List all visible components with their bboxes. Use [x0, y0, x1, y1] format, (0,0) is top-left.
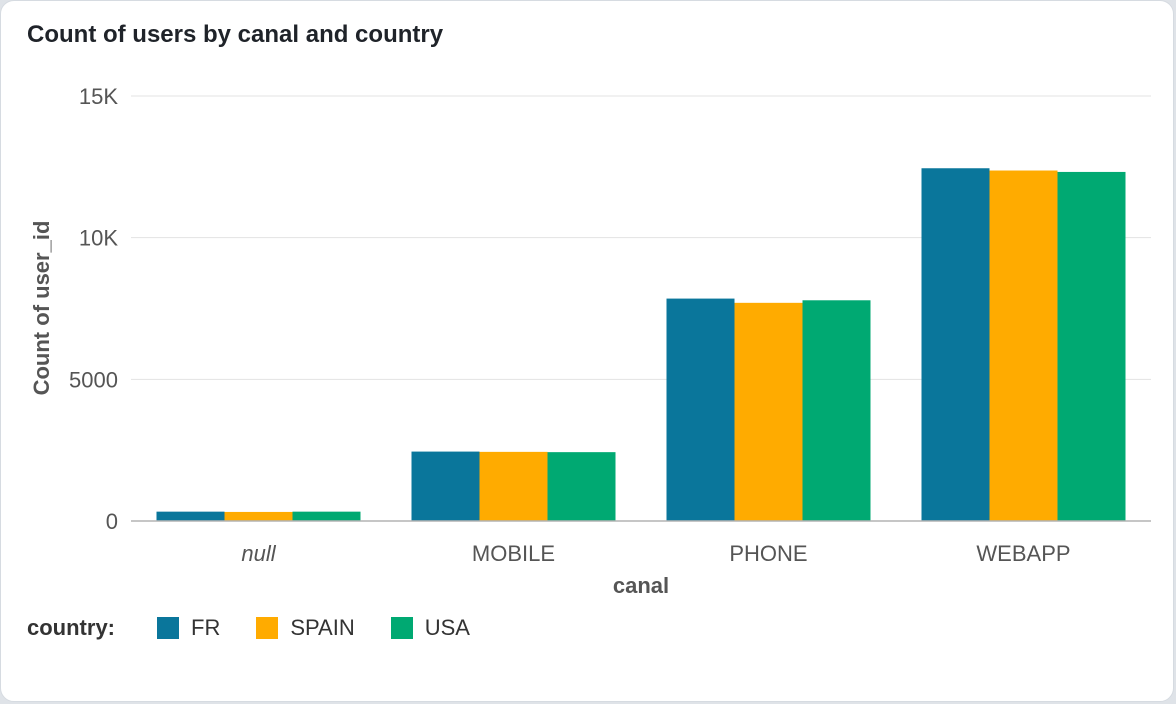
y-axis-title: Count of user_id [29, 221, 54, 396]
bar-fr-webapp[interactable] [921, 168, 990, 521]
x-tick-label: MOBILE [472, 541, 555, 566]
bar-spain-webapp[interactable] [989, 170, 1058, 521]
y-tick-label: 0 [106, 509, 118, 534]
bar-fr-phone[interactable] [666, 298, 735, 521]
legend-label-usa: USA [424, 615, 470, 640]
bar-fr-mobile[interactable] [411, 451, 480, 521]
bar-chart: 0 5000 10K 15K null MOBILE PHONE WEBAPP Count o… [29, 84, 1151, 598]
legend-item-spain[interactable]: SPAIN [256, 615, 355, 641]
legend-title: country: [27, 615, 115, 640]
legend-swatch-usa [390, 617, 413, 639]
legend-label-fr: FR [191, 615, 221, 640]
legend-item-usa[interactable]: USA [390, 615, 470, 641]
legend: country: FR SPAIN USA [27, 615, 506, 641]
x-tick-label: PHONE [729, 541, 807, 566]
bar-spain-null[interactable] [224, 511, 293, 521]
chart-title: Count of users by canal and country [27, 21, 444, 48]
bar-spain-mobile[interactable] [479, 451, 548, 521]
y-tick-label: 15K [79, 84, 118, 109]
bar-usa-phone[interactable] [802, 300, 871, 521]
legend-swatch-fr [157, 617, 179, 639]
y-tick-label: 5000 [69, 367, 118, 392]
y-tick-label: 10K [79, 226, 118, 251]
legend-label-spain: SPAIN [290, 615, 355, 640]
tick-labels: 0 5000 10K 15K null MOBILE PHONE WEBAPP [69, 84, 1071, 566]
legend-item-fr[interactable]: FR [157, 615, 220, 641]
bar-fr-null[interactable] [156, 511, 225, 521]
x-axis-title: canal [613, 573, 669, 598]
legend-swatch-spain [256, 617, 279, 639]
bar-usa-null[interactable] [292, 511, 361, 521]
bar-usa-webapp[interactable] [1057, 171, 1126, 521]
x-tick-label: WEBAPP [976, 541, 1070, 566]
bar-spain-phone[interactable] [734, 302, 803, 521]
bars [156, 168, 1126, 521]
x-tick-label: null [241, 541, 276, 566]
bar-usa-mobile[interactable] [547, 452, 616, 521]
